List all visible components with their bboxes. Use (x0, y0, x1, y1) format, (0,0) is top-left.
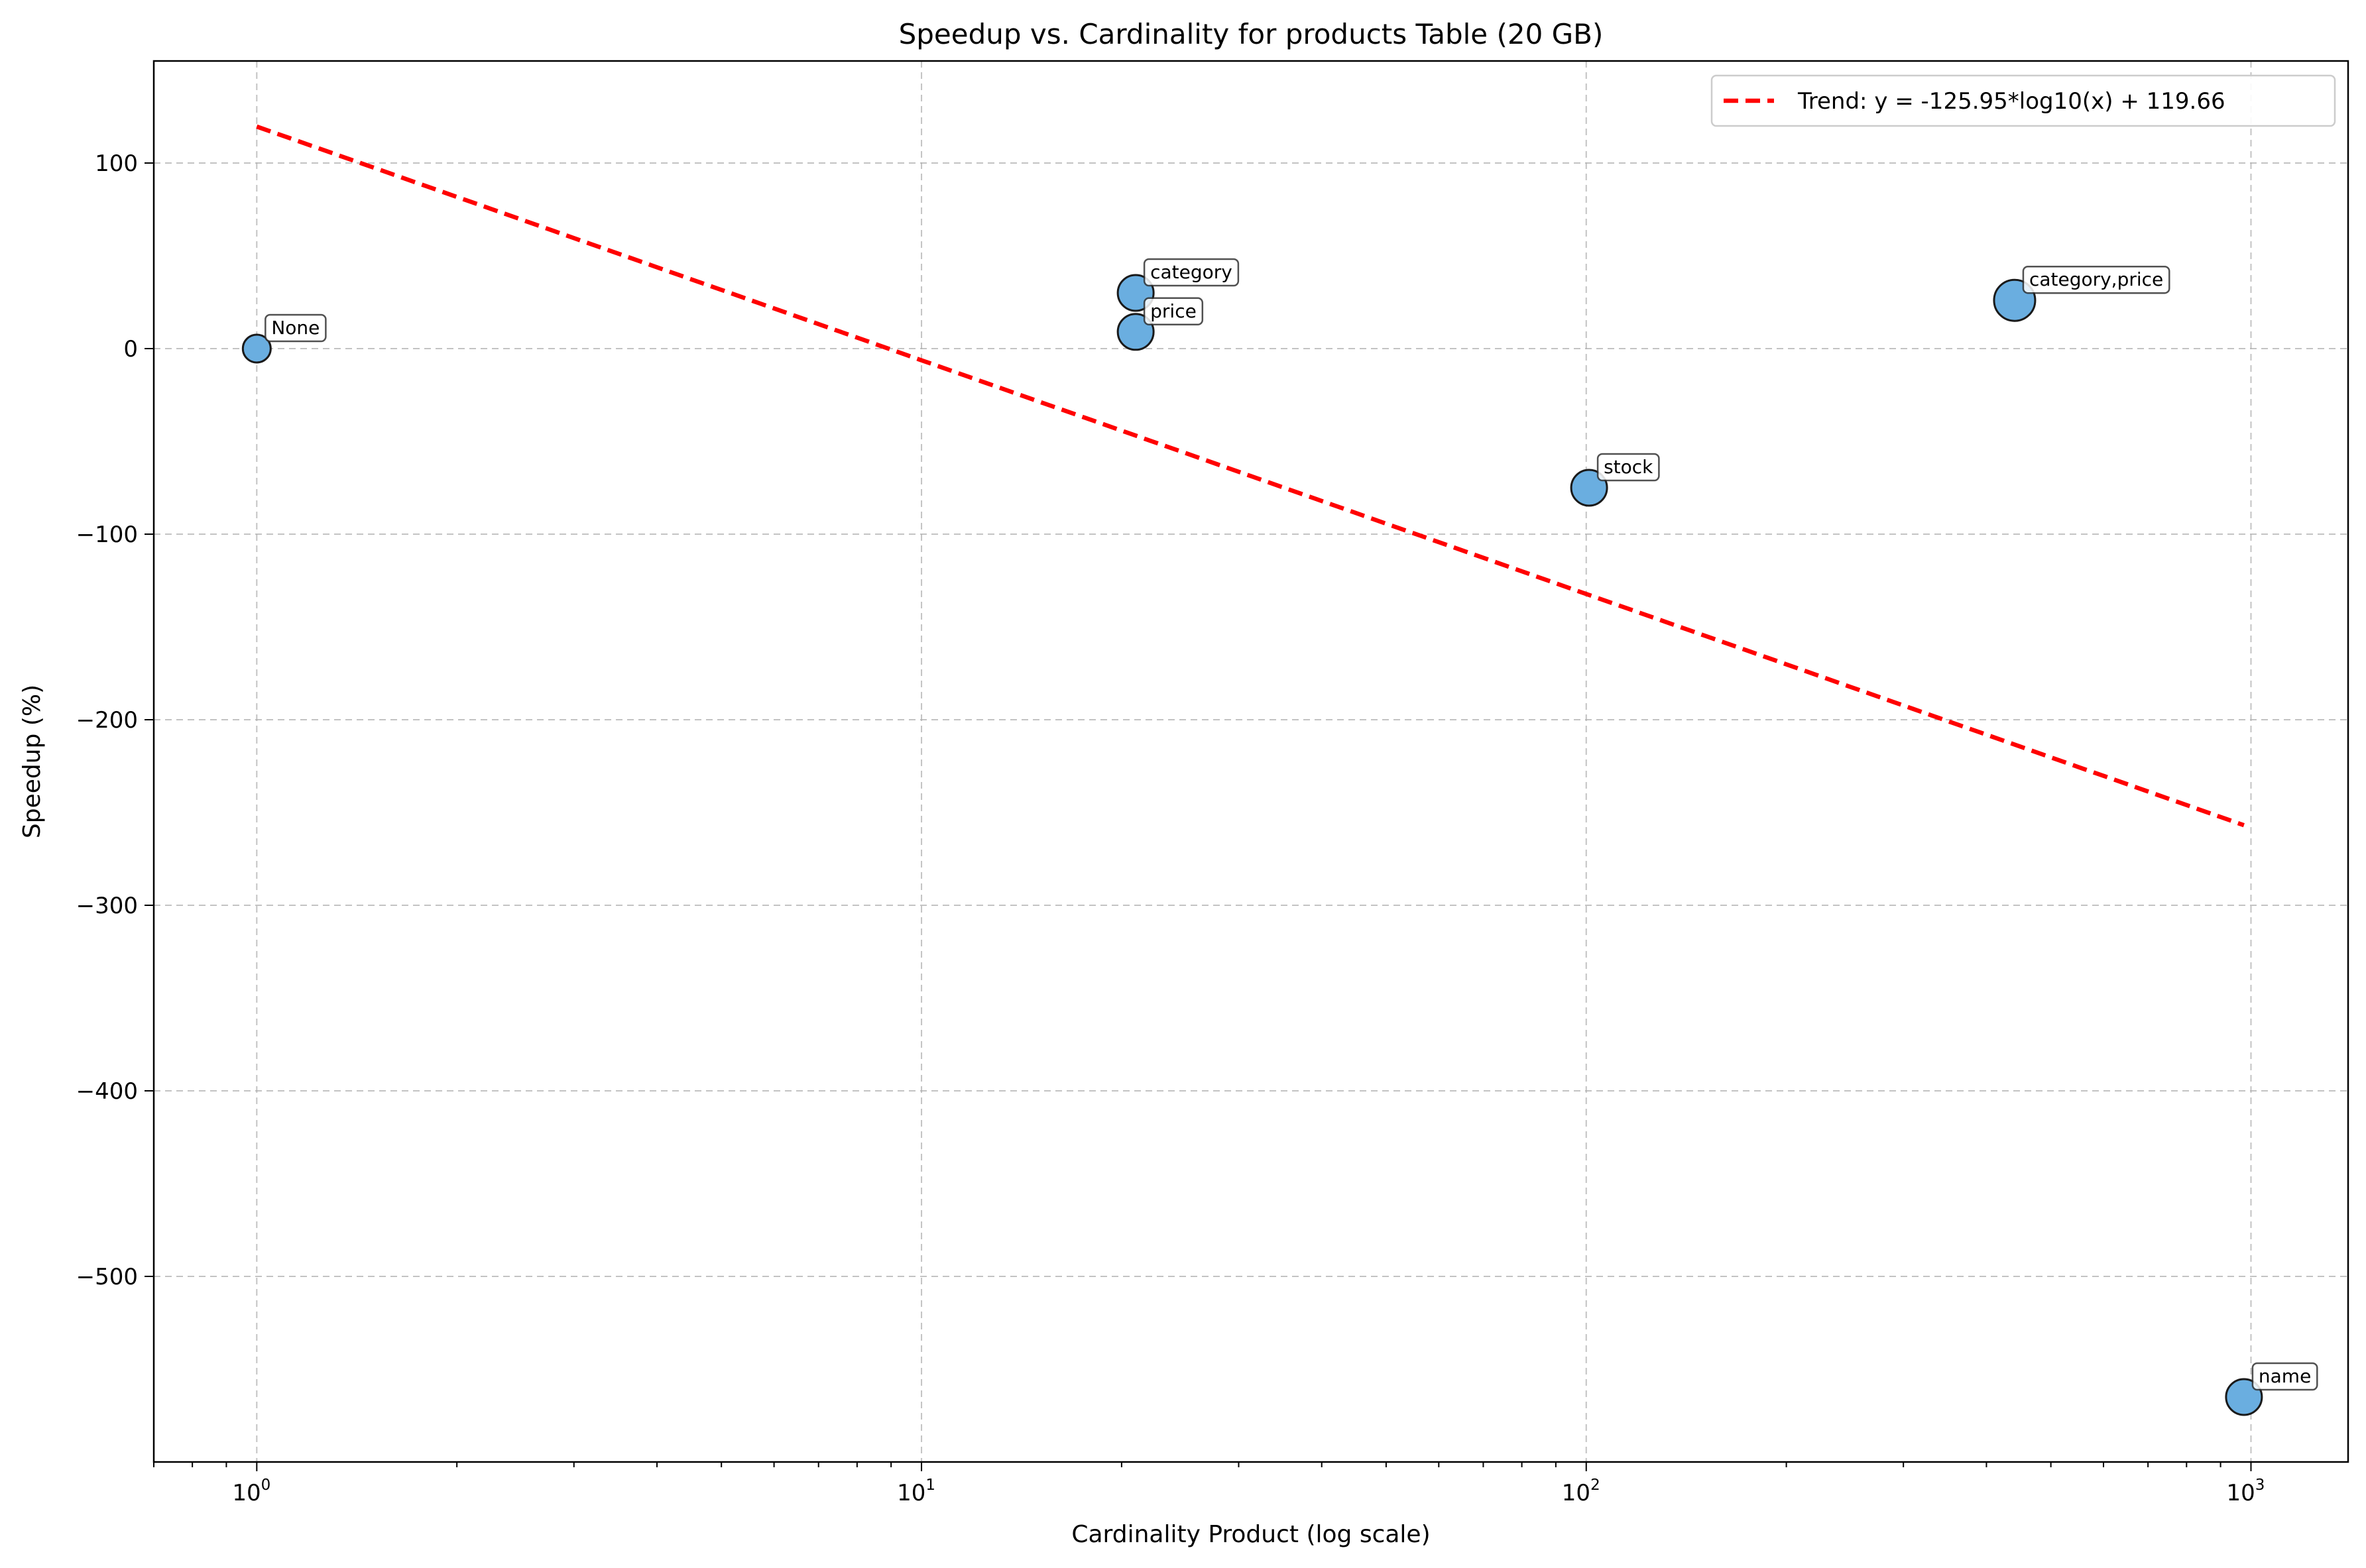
data-point-none (241, 333, 272, 364)
chart-title: Speedup vs. Cardinality for products Tab… (899, 18, 1604, 50)
point-label-none: None (265, 313, 327, 343)
point-label-text-category-price: category,price (2029, 268, 2163, 290)
x-tick-label-2: 102 (1562, 1477, 1600, 1506)
trend-line-group (256, 124, 2245, 828)
point-label-category-price: category,price (2022, 265, 2170, 294)
y-tick-label-0: 100 (95, 150, 138, 177)
x-tick-label-3: 103 (2227, 1477, 2265, 1506)
y-tick-label-1: 0 (123, 336, 138, 363)
x-tick-label-1: 101 (897, 1477, 935, 1506)
point-label-name: name (2251, 1362, 2318, 1391)
axis-ticks: 100 101 102 103 100 0 −100 −200 −300 −400 −500 (76, 150, 2265, 1506)
y-tick-label-5: −400 (76, 1078, 138, 1105)
point-label-text-price: price (1150, 300, 1197, 322)
y-tick-label-6: −500 (76, 1264, 138, 1290)
point-label-box-none (265, 313, 327, 343)
point-label-box-category-price (2022, 265, 2170, 294)
trend-line (256, 124, 2245, 828)
point-label-text-category: category (1150, 261, 1232, 283)
grid-lines (154, 61, 2348, 1462)
point-label-text-name: name (2259, 1365, 2311, 1387)
x-tick-label-0: 100 (232, 1477, 270, 1506)
y-axis-label: Speedup (%) (19, 685, 46, 838)
y-tick-label-2: −100 (76, 522, 138, 548)
y-tick-label-4: −300 (76, 893, 138, 919)
point-labels: None category price stock category,price name (265, 258, 2318, 1391)
point-label-box-name (2251, 1362, 2318, 1391)
y-tick-label-3: −200 (76, 707, 138, 734)
plot-frame (152, 60, 2349, 1463)
point-label-stock: stock (1596, 453, 1660, 482)
point-label-box-category (1143, 258, 1240, 287)
point-label-text-none: None (271, 317, 320, 339)
point-label-price: price (1143, 297, 1204, 326)
legend-entry-trend: Trend: y = -125.95*log10(x) + 119.66 (1797, 88, 2225, 115)
point-label-box-stock (1596, 453, 1660, 482)
point-label-text-stock: stock (1604, 456, 1653, 478)
legend: Trend: y = -125.95*log10(x) + 119.66 (1710, 74, 2336, 127)
x-axis-label: Cardinality Product (log scale) (1071, 1521, 1430, 1548)
point-label-category: category (1143, 258, 1240, 287)
legend-box (1710, 74, 2336, 127)
point-label-box-price (1143, 297, 1204, 326)
